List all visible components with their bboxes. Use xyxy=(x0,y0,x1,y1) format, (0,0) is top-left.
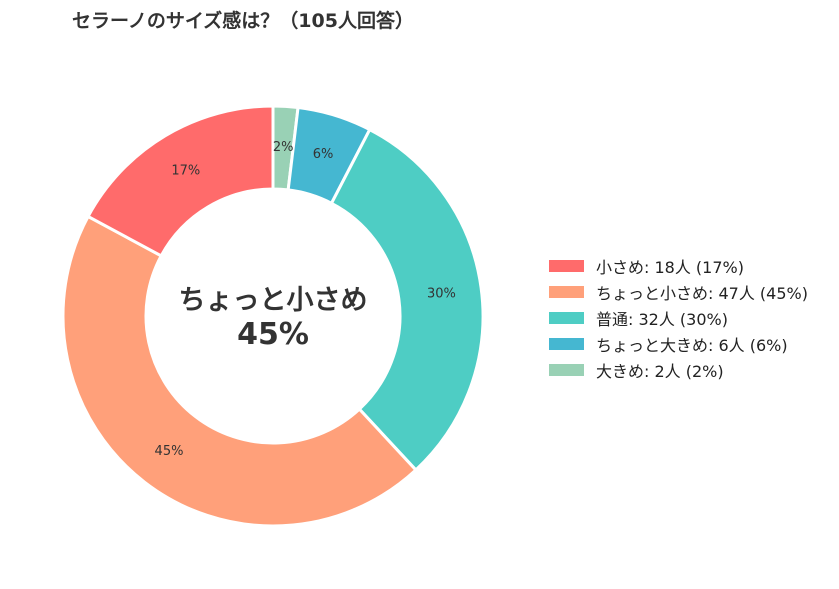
legend: 小さめ: 18人 (17%) ちょっと小さめ: 47人 (45%) 普通: 32人 … xyxy=(549,253,808,383)
slices-group xyxy=(61,104,485,528)
slice-label-0: 2% xyxy=(273,140,294,155)
legend-item: 普通: 32人 (30%) xyxy=(549,305,808,331)
legend-item: 小さめ: 18人 (17%) xyxy=(549,253,808,279)
slice-label-4: 17% xyxy=(171,164,200,179)
slice-label-1: 6% xyxy=(313,147,334,162)
legend-swatch xyxy=(549,312,584,324)
legend-item: 大きめ: 2人 (2%) xyxy=(549,357,808,383)
chart-title: セラーノのサイズ感は？（105人回答） xyxy=(72,10,414,32)
legend-swatch xyxy=(549,338,584,350)
slice-4 xyxy=(86,104,275,258)
center-label: ちょっと小さめ xyxy=(179,285,368,316)
legend-label: ちょっと小さめ: 47人 (45%) xyxy=(596,284,808,303)
slice-2 xyxy=(329,127,485,473)
slice-label-3: 45% xyxy=(155,444,184,459)
legend-swatch xyxy=(549,364,584,376)
legend-item: ちょっと小さめ: 47人 (45%) xyxy=(549,279,808,305)
legend-label: 大きめ: 2人 (2%) xyxy=(596,362,724,381)
legend-label: 小さめ: 18人 (17%) xyxy=(596,258,744,277)
legend-label: ちょっと大きめ: 6人 (6%) xyxy=(596,336,788,355)
slice-labels-group: 2% 6% 30% 45% 17% xyxy=(155,140,456,459)
slice-3 xyxy=(61,214,418,528)
legend-swatch xyxy=(549,260,584,272)
legend-item: ちょっと大きめ: 6人 (6%) xyxy=(549,331,808,357)
center-value: 45% xyxy=(237,317,309,352)
slice-label-2: 30% xyxy=(427,287,456,302)
legend-swatch xyxy=(549,286,584,298)
legend-label: 普通: 32人 (30%) xyxy=(596,310,728,329)
